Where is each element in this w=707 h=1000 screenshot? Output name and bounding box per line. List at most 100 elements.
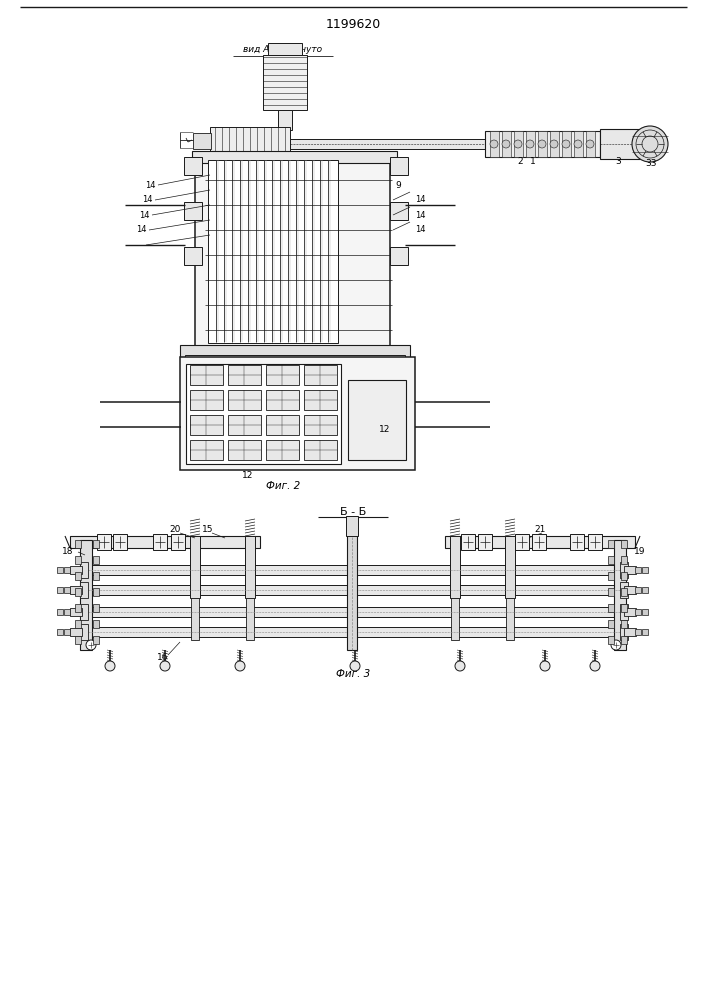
Bar [186, 364, 341, 464]
Bar [532, 534, 546, 550]
Bar [621, 620, 627, 628]
Bar [180, 345, 410, 357]
Bar [485, 131, 600, 157]
Text: 3: 3 [615, 156, 621, 165]
Circle shape [632, 126, 668, 162]
Bar [621, 556, 627, 564]
Text: 14: 14 [139, 211, 149, 220]
Text: 13: 13 [292, 139, 304, 148]
Circle shape [586, 140, 594, 148]
Circle shape [540, 661, 550, 671]
Bar [266, 415, 299, 435]
Bar [245, 536, 255, 598]
Bar [550, 131, 559, 157]
Circle shape [235, 661, 245, 671]
Bar [185, 355, 405, 369]
Bar [514, 131, 523, 157]
Circle shape [550, 140, 558, 148]
Text: 19: 19 [634, 548, 645, 556]
Circle shape [502, 140, 510, 148]
Bar [635, 629, 641, 635]
Bar [490, 131, 499, 157]
Bar [75, 556, 81, 564]
Bar [64, 567, 70, 573]
Bar [97, 534, 111, 550]
Bar [228, 390, 261, 410]
Bar [184, 202, 202, 220]
Text: 14: 14 [415, 211, 425, 220]
Bar [85, 607, 625, 617]
Bar [570, 534, 584, 550]
Text: 6: 6 [202, 155, 208, 164]
Bar [80, 582, 88, 598]
Text: 12: 12 [380, 426, 391, 434]
Circle shape [160, 661, 170, 671]
Bar [608, 636, 614, 644]
Bar [75, 604, 81, 612]
Text: 4: 4 [345, 139, 351, 148]
Bar [390, 247, 408, 265]
Bar [268, 43, 302, 55]
Bar [621, 572, 627, 580]
Text: 15: 15 [202, 526, 214, 534]
Bar [624, 586, 636, 594]
Bar [113, 534, 127, 550]
Bar [505, 536, 515, 598]
Bar [608, 588, 614, 596]
Bar [502, 131, 511, 157]
Bar [390, 157, 408, 175]
Text: вид А повернуто: вид А повернуто [243, 45, 322, 54]
Polygon shape [70, 536, 260, 548]
Bar [93, 556, 99, 564]
Circle shape [611, 640, 621, 650]
Bar [635, 609, 641, 615]
Bar [478, 534, 492, 550]
Text: 21: 21 [534, 526, 546, 534]
Text: 12: 12 [243, 472, 254, 481]
Bar [184, 157, 202, 175]
Bar [80, 540, 92, 650]
Bar [75, 620, 81, 628]
Bar [57, 629, 63, 635]
Bar [153, 534, 167, 550]
Bar [93, 636, 99, 644]
Circle shape [538, 140, 546, 148]
Text: 2: 2 [518, 156, 522, 165]
Bar [210, 127, 290, 155]
Bar [93, 540, 99, 548]
Bar [620, 624, 628, 640]
Bar [635, 567, 641, 573]
Bar [192, 151, 397, 163]
Bar [620, 604, 628, 620]
Bar [624, 608, 636, 616]
Bar [171, 534, 185, 550]
Bar [246, 598, 254, 640]
Text: 14: 14 [415, 226, 425, 234]
Bar [266, 390, 299, 410]
Bar [304, 365, 337, 385]
Bar [346, 516, 358, 536]
Bar [266, 440, 299, 460]
Bar [85, 627, 625, 637]
Bar [266, 365, 299, 385]
Bar [506, 598, 514, 640]
Bar [620, 582, 628, 598]
Bar [642, 587, 648, 593]
Bar [75, 636, 81, 644]
Bar [608, 572, 614, 580]
Bar [574, 131, 583, 157]
Bar [80, 604, 88, 620]
Bar [228, 440, 261, 460]
Bar [586, 131, 595, 157]
Bar [304, 390, 337, 410]
Bar [190, 365, 223, 385]
Bar [608, 620, 614, 628]
Bar [538, 131, 547, 157]
Text: 20: 20 [169, 526, 181, 534]
Bar [208, 160, 338, 343]
Circle shape [86, 640, 96, 650]
Bar [608, 556, 614, 564]
Bar [642, 567, 648, 573]
Bar [85, 565, 625, 575]
Text: 5: 5 [282, 155, 288, 164]
